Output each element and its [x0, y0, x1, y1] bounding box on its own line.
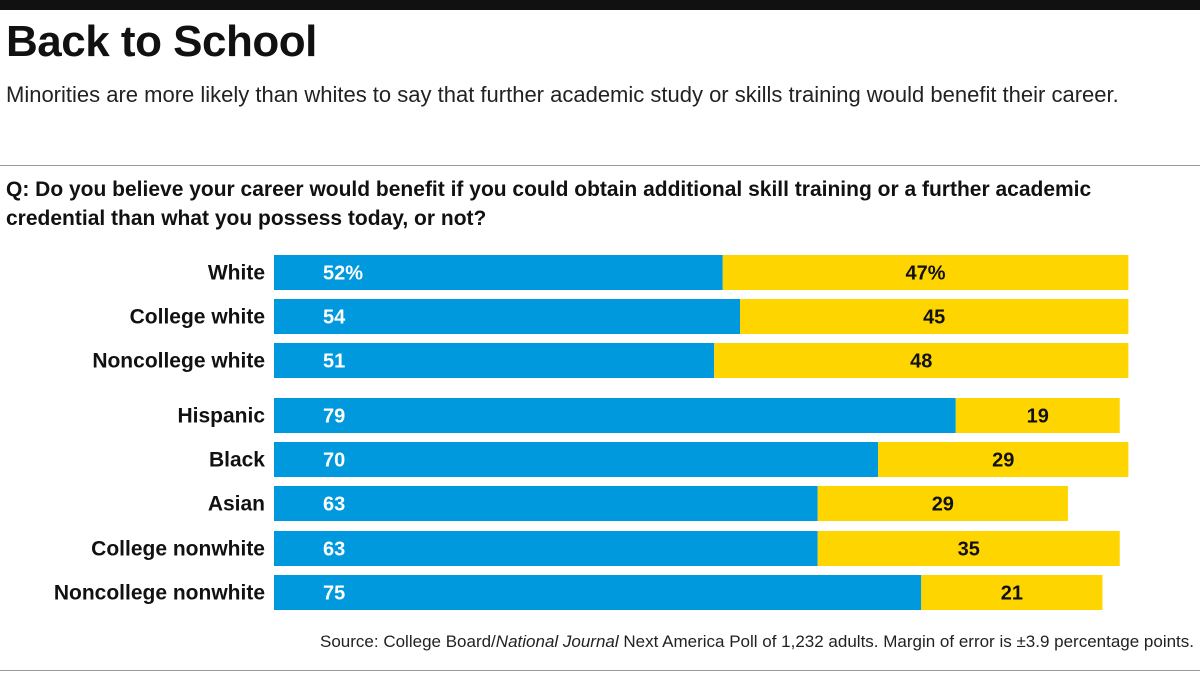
bar-series-2 — [817, 486, 1068, 521]
category-label: Asian — [208, 493, 265, 516]
category-label: Hispanic — [177, 405, 265, 428]
bar-series-2 — [740, 299, 1129, 334]
survey-question: Q: Do you believe your career would bene… — [6, 178, 1092, 230]
stacked-bar-chart: White 52% 47% College white 54 45 Noncollege w… — [54, 255, 1129, 610]
top-rule — [0, 0, 1200, 10]
source-publication: National Journal — [495, 632, 619, 651]
bar-series-2 — [817, 531, 1120, 566]
source-suffix: Next America Poll of 1,232 adults. Margi… — [618, 632, 1194, 651]
data-label-series-1: 79 — [323, 406, 345, 428]
data-label-series-1: 51 — [323, 351, 345, 373]
bar-series-1 — [274, 343, 715, 378]
data-label-series-1: 63 — [323, 539, 345, 561]
data-label-series-1: 75 — [323, 583, 345, 605]
bar-series-2 — [722, 255, 1129, 290]
data-label-series-2: 29 — [932, 494, 954, 516]
bar-series-1 — [274, 299, 741, 334]
data-label-series-2: 21 — [1001, 583, 1023, 605]
bar-series-1 — [274, 442, 879, 477]
bar-series-1 — [274, 531, 818, 566]
bar-series-2 — [921, 575, 1103, 610]
source-note: Source: College Board/National Journal N… — [320, 632, 1194, 652]
bar-series-1 — [274, 398, 956, 433]
category-label: College white — [130, 306, 265, 329]
bar-series-1 — [274, 255, 723, 290]
source-prefix: Source: College Board/ — [320, 632, 496, 651]
data-label-series-2: 45 — [923, 307, 945, 329]
chart-title: Back to School — [6, 17, 317, 66]
data-label-series-2: 35 — [958, 539, 980, 561]
data-label-series-2: 48 — [910, 351, 932, 373]
category-label: College nonwhite — [91, 538, 265, 561]
bar-series-2 — [878, 442, 1129, 477]
data-label-series-1: 63 — [323, 494, 345, 516]
category-label: White — [208, 262, 265, 285]
data-label-series-1: 70 — [323, 450, 345, 472]
data-label-series-2: 19 — [1027, 406, 1049, 428]
data-label-series-2: 29 — [992, 450, 1014, 472]
category-label: Noncollege white — [92, 350, 265, 373]
divider-top — [0, 165, 1200, 166]
data-label-series-1: 52% — [323, 263, 363, 285]
divider-bottom — [0, 670, 1200, 671]
data-label-series-2: 47% — [906, 263, 946, 285]
bar-series-2 — [714, 343, 1129, 378]
category-label: Noncollege nonwhite — [54, 582, 265, 605]
category-label: Black — [209, 449, 265, 472]
bar-series-1 — [274, 575, 922, 610]
bar-series-2 — [955, 398, 1120, 433]
data-label-series-1: 54 — [323, 307, 346, 329]
chart-subtitle: Minorities are more likely than whites t… — [6, 82, 1119, 107]
bar-series-1 — [274, 486, 818, 521]
